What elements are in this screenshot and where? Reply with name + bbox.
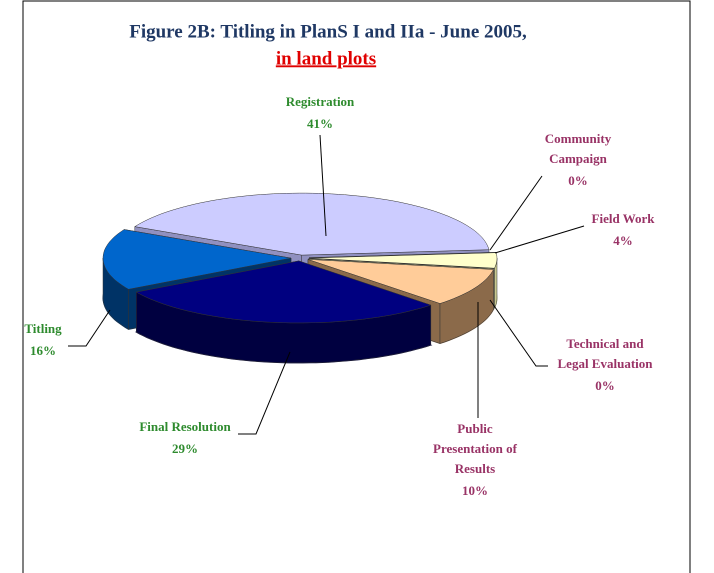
leader-line <box>489 175 543 251</box>
category-label: Titling <box>24 321 62 336</box>
leader-line <box>238 351 291 435</box>
pie-slice <box>308 258 495 269</box>
value-label: 41% <box>307 116 333 131</box>
category-label: Registration <box>286 94 355 109</box>
chart-subtitle: in land plots <box>276 48 376 69</box>
leader-line <box>494 225 585 254</box>
category-label: Community Campaign <box>545 131 612 166</box>
value-label: 10% <box>462 483 488 498</box>
value-label: 4% <box>613 233 633 248</box>
category-label: Field Work <box>592 211 656 226</box>
category-label: Public Presentation of Results <box>433 421 518 476</box>
pie-slice <box>102 229 292 290</box>
leader-line <box>319 134 327 237</box>
slice <box>308 258 495 269</box>
chart-frame <box>22 0 691 573</box>
pie-slice <box>308 252 498 269</box>
value-label: 0% <box>595 378 615 393</box>
value-label: 0% <box>568 173 588 188</box>
pie-slice <box>135 260 432 324</box>
category-label: Final Resolution <box>139 419 231 434</box>
pie-slice <box>134 192 490 256</box>
chart-title: Figure 2B: Titling in PlanS I and IIa - … <box>129 21 527 42</box>
slice <box>134 260 433 364</box>
leader-line <box>68 309 111 347</box>
leader-line <box>489 299 548 367</box>
value-label: 29% <box>172 441 198 456</box>
category-label: Technical and Legal Evaluation <box>558 336 654 371</box>
value-label: 16% <box>30 343 56 358</box>
pie-slice <box>307 259 494 304</box>
